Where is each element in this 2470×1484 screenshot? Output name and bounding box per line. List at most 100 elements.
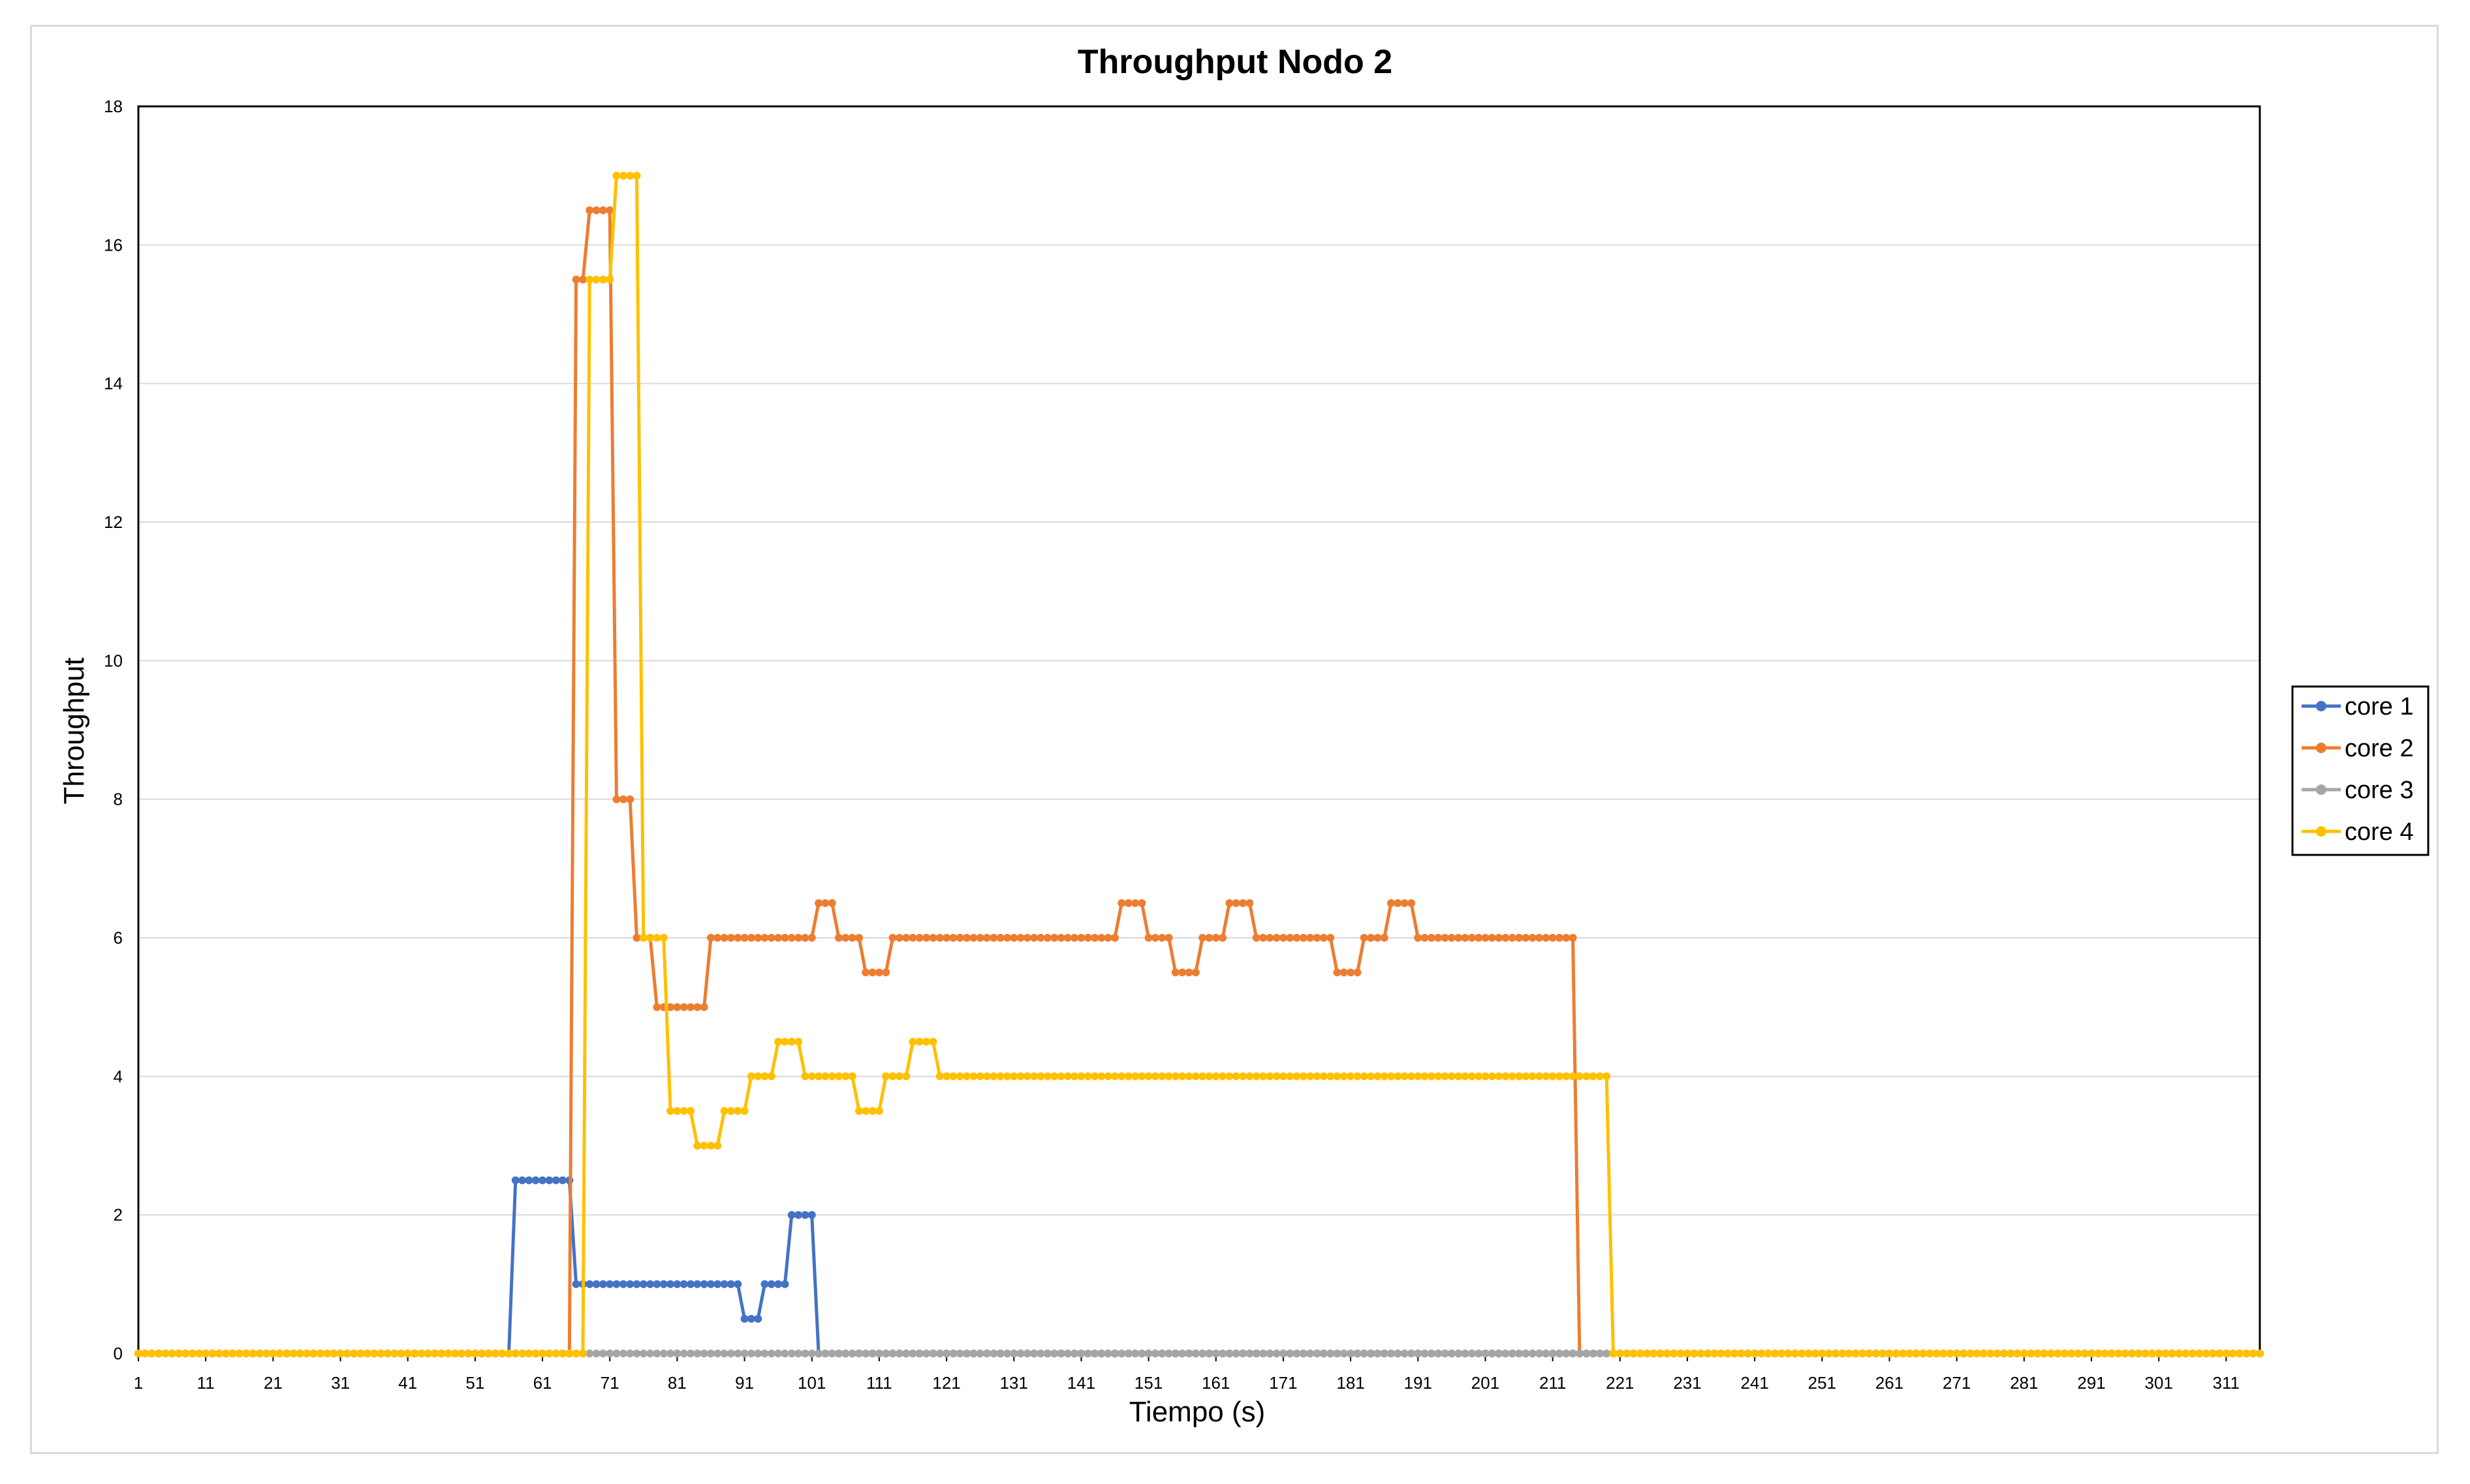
data-point (781, 1350, 789, 1357)
data-point (403, 1350, 412, 1357)
data-point (612, 795, 621, 803)
data-point (2047, 1350, 2056, 1357)
data-point (2121, 1350, 2129, 1357)
data-point (1306, 934, 1315, 942)
data-point (639, 1280, 648, 1288)
data-point (734, 934, 742, 942)
x-tick-label: 151 (1134, 1373, 1163, 1393)
x-axis-title: Tiempo (s) (1129, 1396, 1266, 1428)
data-point (639, 934, 648, 942)
data-point (996, 1350, 1005, 1357)
data-point (787, 1350, 796, 1357)
data-point (633, 1350, 641, 1357)
data-point (242, 1350, 251, 1357)
data-point (1373, 1072, 1382, 1081)
data-point (626, 1280, 634, 1288)
data-point (1481, 1350, 1490, 1357)
data-point (781, 1038, 789, 1046)
data-point (673, 1107, 681, 1115)
data-point (1569, 1072, 1577, 1081)
data-point (794, 1350, 803, 1357)
data-point (1414, 1072, 1422, 1081)
data-point (1225, 899, 1234, 907)
data-point (1313, 1350, 1321, 1357)
data-point (1299, 1350, 1307, 1357)
data-point (707, 1141, 715, 1150)
data-point (1743, 1350, 1752, 1357)
data-point (1232, 1072, 1240, 1081)
data-point (2161, 1350, 2170, 1357)
data-point (1993, 1350, 2001, 1357)
data-point (612, 1280, 621, 1288)
data-point (1353, 968, 1362, 977)
data-point (801, 1072, 809, 1081)
data-point (2114, 1350, 2123, 1357)
data-point (2188, 1350, 2196, 1357)
data-point (1091, 1350, 1099, 1357)
data-point (437, 1350, 446, 1357)
data-point (1339, 968, 1348, 977)
x-tick-label: 81 (668, 1373, 687, 1393)
data-point (2108, 1350, 2116, 1357)
data-point (491, 1350, 499, 1357)
data-point (1232, 899, 1240, 907)
data-point (1104, 1350, 1112, 1357)
data-point (606, 1350, 614, 1357)
gridlines (138, 244, 2260, 1216)
data-point (1306, 1072, 1315, 1081)
data-point (1420, 934, 1429, 942)
legend-label: core 1 (2345, 693, 2414, 720)
data-point (1043, 934, 1052, 942)
data-point (915, 1350, 924, 1357)
data-point (1926, 1350, 1934, 1357)
data-point (1185, 1350, 1193, 1357)
x-tick-label: 101 (798, 1373, 826, 1393)
data-point (2181, 1350, 2190, 1357)
data-point (949, 1072, 958, 1081)
data-point (1865, 1350, 1873, 1357)
data-point (1279, 1350, 1287, 1357)
data-point (1535, 1072, 1543, 1081)
data-point (828, 899, 836, 907)
data-point (1811, 1350, 1819, 1357)
data-point (976, 1072, 984, 1081)
data-point (841, 1350, 850, 1357)
data-point (707, 934, 715, 942)
data-point (1804, 1350, 1813, 1357)
data-point (1144, 1072, 1153, 1081)
data-point (700, 1280, 708, 1288)
data-point (693, 1350, 702, 1357)
x-tick-label: 311 (2213, 1373, 2240, 1393)
data-point (835, 934, 843, 942)
data-point (1730, 1350, 1739, 1357)
data-point (1475, 1072, 1483, 1081)
data-point (1980, 1350, 1988, 1357)
data-point (1023, 1350, 1031, 1357)
data-point (1158, 934, 1166, 942)
data-point (727, 1280, 735, 1288)
data-point (646, 1280, 655, 1288)
data-point (1589, 1072, 1597, 1081)
data-point (619, 795, 627, 803)
data-point (835, 1072, 843, 1081)
data-point (1952, 1350, 1961, 1357)
data-point (592, 275, 601, 284)
data-point (841, 1072, 850, 1081)
data-point (1575, 1350, 1584, 1357)
data-point (1023, 1072, 1031, 1081)
data-point (841, 934, 850, 942)
data-point (760, 1072, 769, 1081)
data-point (1239, 899, 1247, 907)
data-point (1245, 1350, 1254, 1357)
data-point (1077, 1072, 1086, 1081)
data-point (1394, 1350, 1402, 1357)
data-point (336, 1350, 345, 1357)
data-point (1259, 1072, 1267, 1081)
data-point (1475, 934, 1483, 942)
data-point (720, 934, 728, 942)
data-point (687, 1107, 695, 1115)
data-point (862, 968, 870, 977)
data-point (1905, 1350, 1914, 1357)
legend-swatch-marker (2316, 784, 2326, 795)
data-point (633, 172, 641, 180)
